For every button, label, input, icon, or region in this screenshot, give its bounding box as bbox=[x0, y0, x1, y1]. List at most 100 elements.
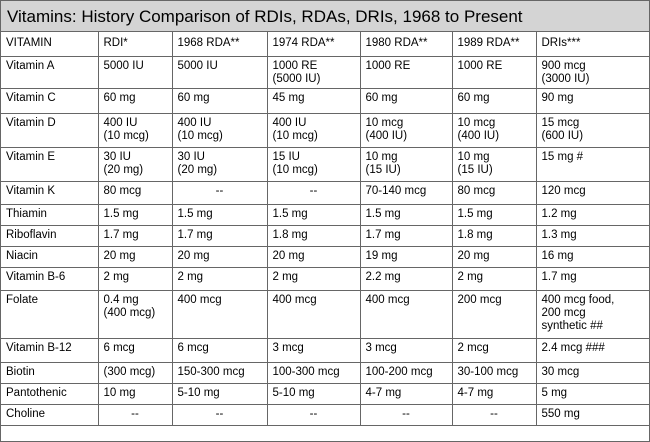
cell-text: 60 mg bbox=[457, 91, 490, 104]
cell-text: 1.3 mg bbox=[541, 228, 577, 241]
table-cell: 1000 RE bbox=[359, 55, 453, 89]
cell-text: 2 mg bbox=[457, 270, 484, 283]
table-cell: 45 mg bbox=[266, 87, 361, 114]
cell-text: 120 mcg bbox=[541, 184, 586, 197]
table-cell: 2 mg bbox=[97, 266, 173, 291]
table-cell: 150-300 mcg bbox=[171, 361, 268, 384]
table-cell: 60 mg bbox=[359, 87, 453, 114]
cell-text: 100-200 mcg bbox=[365, 365, 433, 378]
table-cell: 5-10 mg bbox=[171, 382, 268, 405]
cell-text: 20 mg bbox=[457, 249, 490, 262]
table-cell: 1.5 mg bbox=[97, 203, 173, 226]
cell-text: (15 IU) bbox=[365, 163, 401, 176]
table-row: Thiamin 1.5 mg 1.5 mg 1.5 mg 1.5 mg 1.5 mg 1.2… bbox=[1, 203, 649, 226]
cell-text: 45 mg bbox=[272, 91, 305, 104]
table-cell: 3 mcg bbox=[266, 337, 361, 363]
table-cell: 10 mcg (400 IU) bbox=[359, 112, 453, 148]
vitamin-name-cell: Folate bbox=[1, 289, 99, 339]
table-cell: 10 mg (15 IU) bbox=[359, 146, 453, 182]
table-cell: 4-7 mg bbox=[359, 382, 453, 405]
cell-text: Choline bbox=[6, 407, 45, 420]
cell-text: 3 mcg bbox=[365, 341, 397, 354]
table-cell: 1.7 mg bbox=[171, 224, 268, 247]
cell-text: 90 mg bbox=[541, 91, 574, 104]
table-cell: 15 IU (10 mcg) bbox=[266, 146, 361, 182]
cell-text: Niacin bbox=[6, 249, 38, 262]
cell-text: 400 mcg bbox=[177, 293, 222, 306]
cell-text: 400 mcg bbox=[272, 293, 317, 306]
cell-text: 60 mg bbox=[177, 91, 210, 104]
column-header: VITAMIN bbox=[1, 32, 99, 57]
cell-text: 4-7 mg bbox=[365, 386, 402, 399]
table-cell: -- bbox=[171, 403, 268, 426]
table-cell: 1.7 mg bbox=[97, 224, 173, 247]
table-cell: 120 mcg bbox=[535, 180, 649, 205]
vitamin-name-cell: Vitamin A bbox=[1, 55, 99, 89]
cell-text: Riboflavin bbox=[6, 228, 57, 241]
table-cell: 2 mg bbox=[171, 266, 268, 291]
table-cell: 1.2 mg bbox=[535, 203, 649, 226]
table-cell: 400 mcg food, 200 mcg synthetic ## bbox=[535, 289, 649, 339]
column-header: 1974 RDA** bbox=[266, 32, 361, 57]
cell-text: 1.5 mg bbox=[365, 207, 401, 220]
table-cell: 5-10 mg bbox=[266, 382, 361, 405]
table-cell: 20 mg bbox=[171, 245, 268, 268]
table-cell: 6 mcg bbox=[97, 337, 173, 363]
table-row: Vitamin A 5000 IU 5000 IU 1000 RE (5000 IU) 1… bbox=[1, 55, 649, 89]
table-cell: 20 mg bbox=[97, 245, 173, 268]
table-cell: 5000 IU bbox=[97, 55, 173, 89]
cell-text: 60 mg bbox=[365, 91, 398, 104]
cell-text: 30 IU bbox=[103, 150, 132, 163]
table-row: Pantothenic 10 mg 5-10 mg 5-10 mg 4-7 mg 4-7 … bbox=[1, 382, 649, 405]
cell-text: 900 mcg bbox=[541, 59, 586, 72]
cell-text: 1.7 mg bbox=[177, 228, 213, 241]
cell-text: 30 IU bbox=[177, 150, 206, 163]
table-cell: -- bbox=[266, 180, 361, 205]
cell-text: (10 mcg) bbox=[272, 163, 318, 176]
table-cell: (300 mcg) bbox=[97, 361, 173, 384]
cell-text: Vitamin B-6 bbox=[6, 270, 66, 283]
column-header: DRIs*** bbox=[535, 32, 649, 57]
cell-text: 10 mg bbox=[457, 150, 490, 163]
cell-text: -- bbox=[309, 184, 318, 197]
cell-text: 1.7 mg bbox=[365, 228, 401, 241]
cell-text: (300 mcg) bbox=[103, 365, 156, 378]
page-title: Vitamins: History Comparison of RDIs, RD… bbox=[1, 1, 649, 32]
cell-text: 2 mg bbox=[177, 270, 204, 283]
cell-text: 1.8 mg bbox=[457, 228, 493, 241]
vitamin-name-cell: Vitamin B-6 bbox=[1, 266, 99, 291]
cell-text: 400 IU bbox=[103, 116, 138, 129]
table-cell: 400 IU (10 mcg) bbox=[171, 112, 268, 148]
table-cell: 400 mcg bbox=[171, 289, 268, 339]
vitamin-table: VITAMIN RDI* 1968 RDA** 1974 RDA** 1980 … bbox=[1, 32, 649, 426]
table-row: Vitamin B-12 6 mcg 6 mcg 3 mcg 3 mcg 2 mcg 2.4… bbox=[1, 337, 649, 363]
cell-text: -- bbox=[131, 407, 139, 420]
cell-text: 1000 RE bbox=[457, 59, 503, 72]
table-row: Biotin (300 mcg) 150-300 mcg 100-300 mcg 100… bbox=[1, 361, 649, 384]
table-cell: 20 mg bbox=[451, 245, 537, 268]
table-cell: -- bbox=[451, 403, 537, 426]
cell-text: 0.4 mg bbox=[103, 293, 139, 306]
table-cell: 100-200 mcg bbox=[359, 361, 453, 384]
table-cell: 2.2 mg bbox=[359, 266, 453, 291]
cell-text: 6 mcg bbox=[177, 341, 209, 354]
table-cell: 30 IU (20 mg) bbox=[171, 146, 268, 182]
column-header: 1989 RDA** bbox=[451, 32, 537, 57]
cell-text: Vitamin K bbox=[6, 184, 56, 197]
cell-text: 20 mg bbox=[103, 249, 136, 262]
table-cell: 2 mg bbox=[451, 266, 537, 291]
cell-text: (400 mcg) bbox=[103, 306, 156, 319]
cell-text: -- bbox=[402, 407, 410, 420]
cell-text: Biotin bbox=[6, 365, 35, 378]
table-cell: 10 mcg (400 IU) bbox=[451, 112, 537, 148]
table-cell: -- bbox=[266, 403, 361, 426]
cell-text: 6 mcg bbox=[103, 341, 135, 354]
vitamin-name-cell: Niacin bbox=[1, 245, 99, 268]
table-cell: 0.4 mg (400 mcg) bbox=[97, 289, 173, 339]
cell-text: 1.5 mg bbox=[177, 207, 213, 220]
cell-text: 200 mcg bbox=[541, 306, 586, 319]
table-cell: 1000 RE bbox=[451, 55, 537, 89]
cell-text: 30 mcg bbox=[541, 365, 580, 378]
table-cell: 90 mg bbox=[535, 87, 649, 114]
